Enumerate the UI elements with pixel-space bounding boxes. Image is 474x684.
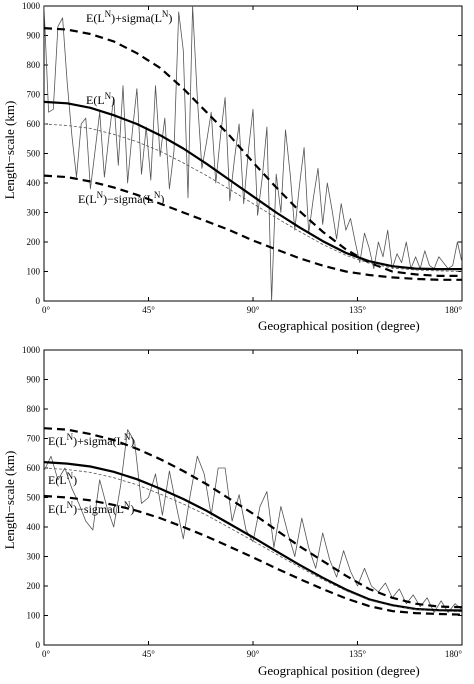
y-tick-label: 1000 [22,1,41,11]
y-tick-label: 600 [27,463,41,473]
series-line-reference [44,467,462,613]
y-tick-label: 800 [27,404,41,414]
x-tick-label: 90° [247,305,260,315]
y-tick-label: 900 [27,31,41,41]
y-tick-label: 300 [27,552,41,562]
series-line-sigma-bound [44,494,462,616]
y-tick-label: 100 [27,267,41,277]
series-line-mean [44,100,462,271]
series-line-reference [44,123,462,272]
x-axis-title: Geographical position (degree) [258,318,420,333]
curve-annotation: E(LN) [86,91,115,107]
y-tick-label: 0 [36,640,41,650]
x-tick-label: 180° [445,649,463,659]
series-line-sigma-bound [44,427,462,609]
curve-annotation: E(LN) [48,471,77,487]
y-tick-label: 400 [27,178,41,188]
series-line-sigma-bound [44,174,462,281]
y-tick-label: 100 [27,611,41,621]
x-tick-label: 45° [142,305,155,315]
curve-annotation: E(LN)−sigma(LN) [78,190,164,206]
chart-panel-top: 0 100 200 300 400 500 600 700 800 900 1000 0° 45° 90°… [2,1,463,333]
y-tick-label: 200 [27,581,41,591]
y-tick-label: 1000 [22,345,41,355]
y-tick-label: 500 [27,149,41,159]
y-tick-label: 200 [27,237,41,247]
y-tick-label: 800 [27,60,41,70]
series-line-sigma-bound [44,27,462,277]
y-tick-label: 500 [27,493,41,503]
y-tick-label: 0 [36,296,41,306]
x-axis-title: Geographical position (degree) [258,663,420,678]
x-tick-label: 0° [42,305,51,315]
y-tick-label: 700 [27,434,41,444]
y-tick-label: 600 [27,119,41,129]
plot-frame [43,349,463,646]
x-tick-label: 135° [349,649,367,659]
curve-annotation: E(LN)+sigma(LN) [48,432,134,448]
y-tick-label: 700 [27,90,41,100]
y-axis-title: Length−scale (km) [2,101,17,200]
y-tick-label: 300 [27,208,41,218]
x-tick-label: 0° [42,649,51,659]
series-line-observed [44,429,462,613]
y-axis-title: Length−scale (km) [2,451,17,550]
series-line-mean [44,461,462,612]
chart-panel-bottom: 0 100 200 300 400 500 600 700 800 900 1000 0° 45° 90°… [2,345,463,678]
y-tick-label: 400 [27,522,41,532]
x-tick-label: 45° [142,649,155,659]
curve-annotation: E(LN)+sigma(LN) [86,9,172,25]
x-tick-label: 90° [247,649,260,659]
curve-annotation: E(LN)−sigma(LN) [48,500,134,516]
x-tick-label: 180° [445,305,463,315]
y-tick-label: 900 [27,375,41,385]
x-tick-label: 135° [349,305,367,315]
series-line-observed [44,6,462,301]
